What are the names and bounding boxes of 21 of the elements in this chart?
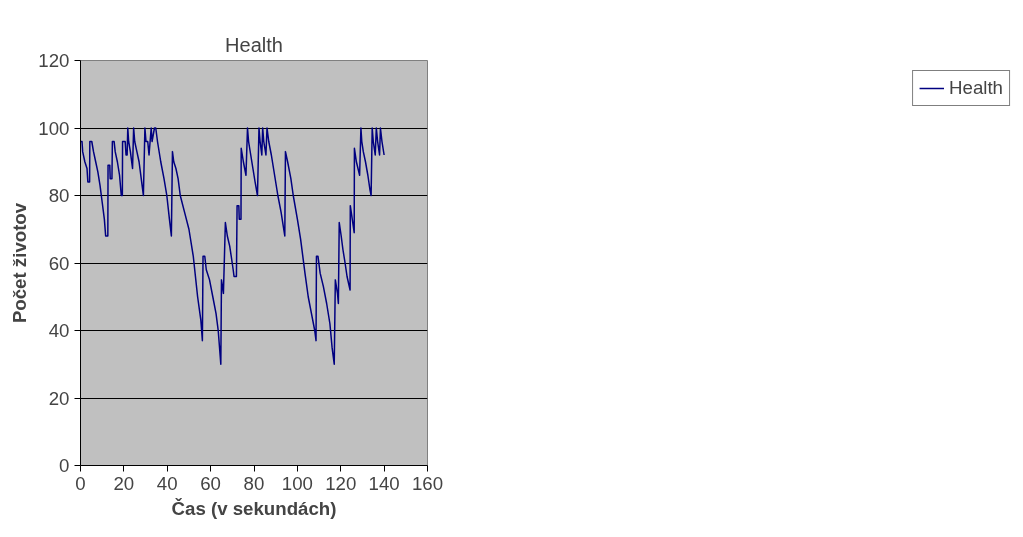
y-tick-label: 120 [38,50,70,71]
x-tick-label: 0 [75,472,86,494]
y-tick-label: 20 [48,387,70,409]
x-tick-label: 60 [200,472,222,494]
x-tick-label: 80 [243,472,265,494]
x-tick-label: 140 [368,472,400,494]
y-tick-label: 80 [48,185,70,206]
y-tick-label: 40 [48,320,70,341]
legend-label: Health [949,77,1003,99]
y-axis-title: Počet životov [9,202,31,324]
line-series [80,127,385,365]
x-tick-label: 40 [156,472,178,494]
x-tick-label: 100 [281,472,313,494]
x-tick-label: 160 [411,472,444,494]
x-axis-title: Čas (v sekundách) [171,497,337,519]
chart-title: Health [225,33,283,56]
x-tick-label: 120 [325,472,357,494]
y-tick-label: 0 [59,455,70,476]
y-tick-label: 100 [38,117,70,139]
x-tick-label: 20 [113,472,135,494]
y-tick-label: 60 [48,252,70,274]
